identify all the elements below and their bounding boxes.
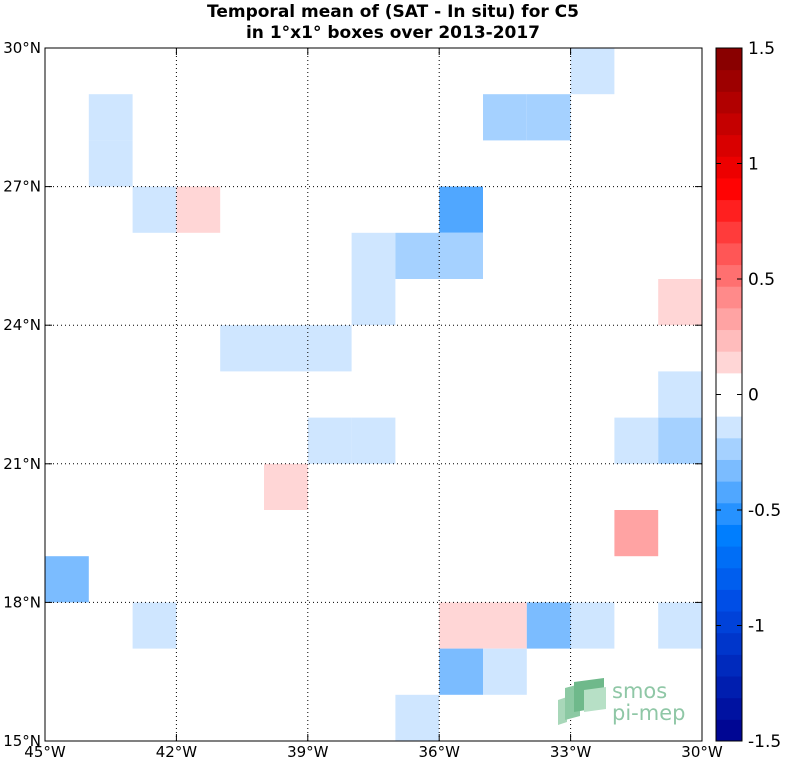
heatmap-cell bbox=[395, 694, 440, 741]
colorbar-level bbox=[716, 697, 742, 720]
colorbar-level bbox=[716, 632, 742, 655]
heatmap-cell bbox=[220, 325, 264, 372]
colorbar-level bbox=[716, 719, 742, 742]
colorbar-level bbox=[716, 676, 742, 699]
heatmap-cell bbox=[483, 94, 527, 141]
colorbar-level bbox=[716, 48, 742, 71]
heatmap-cell bbox=[526, 94, 571, 141]
logo-mark-icon bbox=[558, 678, 606, 725]
x-tick-label: 45°W bbox=[24, 743, 66, 760]
colorbar-tick-label: 1 bbox=[748, 155, 759, 175]
colorbar-level bbox=[716, 437, 742, 460]
colorbar-tick-label: -0.5 bbox=[748, 501, 781, 521]
x-axis: 45°W 42°W 39°W 36°W 33°W 30°W bbox=[24, 48, 723, 760]
colorbar-level bbox=[716, 481, 742, 504]
colorbar-level bbox=[716, 394, 742, 417]
heatmap-cell bbox=[132, 602, 177, 649]
colorbar-level bbox=[716, 416, 742, 439]
colorbar-level bbox=[716, 567, 742, 590]
y-tick-label: 21°N bbox=[3, 455, 41, 473]
x-tick-label: 33°W bbox=[550, 743, 592, 760]
colorbar-level bbox=[716, 242, 742, 266]
heatmap-cell bbox=[483, 602, 527, 649]
colorbar-level bbox=[716, 589, 742, 612]
heatmap-cell bbox=[439, 232, 483, 279]
heatmap-cell bbox=[439, 602, 483, 649]
heatmap-cell bbox=[439, 648, 483, 695]
heatmap-cell bbox=[351, 279, 396, 326]
chart-title-line-1: Temporal mean of (SAT - In situ) for C5 bbox=[207, 2, 579, 22]
heatmap-cell bbox=[570, 48, 615, 95]
heatmap-cell bbox=[307, 417, 352, 464]
colorbar-level bbox=[716, 156, 742, 179]
heatmap-cell bbox=[395, 232, 440, 279]
chart-title-line-2: in 1°x1° boxes over 2013-2017 bbox=[246, 23, 540, 43]
colorbar-tick-label: -1.5 bbox=[748, 732, 781, 752]
colorbar-level bbox=[716, 221, 742, 244]
watermark-line-1: smos bbox=[612, 679, 667, 703]
colorbar-level bbox=[716, 199, 742, 222]
heatmap-cell bbox=[658, 602, 702, 649]
heatmap-cell bbox=[658, 417, 702, 464]
heatmap-cell bbox=[264, 325, 308, 372]
y-axis: 15°N 18°N 21°N 24°N 27°N 30°N bbox=[3, 39, 702, 750]
heatmap-cell bbox=[658, 371, 702, 418]
heatmap-cell bbox=[439, 186, 483, 233]
colorbar-level bbox=[716, 112, 742, 136]
colorbar-level bbox=[716, 69, 742, 92]
heatmap-cell bbox=[614, 510, 659, 557]
colorbar bbox=[716, 48, 742, 742]
x-tick-label: 30°W bbox=[681, 743, 723, 760]
heatmap-cell bbox=[132, 186, 177, 233]
colorbar-level bbox=[716, 91, 742, 114]
colorbar-level bbox=[716, 524, 742, 547]
heatmap-cell bbox=[614, 417, 659, 464]
heatmap-cell bbox=[526, 602, 571, 649]
heatmap-cell bbox=[351, 232, 396, 279]
y-tick-label: 30°N bbox=[3, 39, 41, 57]
heatmap-cell bbox=[307, 325, 352, 372]
colorbar-level bbox=[716, 372, 742, 395]
colorbar-tick-label: -1 bbox=[748, 617, 765, 637]
y-tick-label: 15°N bbox=[3, 732, 41, 750]
y-tick-label: 24°N bbox=[3, 316, 41, 334]
heatmap-cell bbox=[264, 463, 308, 510]
colorbar-level bbox=[716, 546, 742, 569]
x-tick-label: 42°W bbox=[156, 743, 198, 760]
heatmap-cell bbox=[88, 140, 133, 187]
colorbar-ticks: 1.5 1 0.5 0 -0.5 -1 -1.5 bbox=[716, 39, 781, 752]
colorbar-level bbox=[716, 459, 742, 482]
colorbar-level bbox=[716, 351, 742, 374]
colorbar-level bbox=[716, 502, 742, 525]
colorbar-level bbox=[716, 329, 742, 352]
x-tick-label: 36°W bbox=[418, 743, 460, 760]
colorbar-tick-label: 1.5 bbox=[748, 39, 775, 59]
heatmap-cells bbox=[45, 48, 702, 741]
grid-lines bbox=[45, 48, 702, 741]
heatmap-cell bbox=[351, 417, 396, 464]
heatmap-cell bbox=[45, 556, 89, 603]
smos-pi-mep-logo: smos pi-mep bbox=[558, 678, 685, 725]
colorbar-tick-label: 0 bbox=[748, 386, 759, 406]
heatmap-cell bbox=[88, 94, 133, 141]
colorbar-level bbox=[716, 307, 742, 331]
colorbar-tick-label: 0.5 bbox=[748, 270, 775, 290]
y-tick-label: 18°N bbox=[3, 593, 41, 611]
watermark-line-2: pi-mep bbox=[612, 701, 685, 725]
heatmap-cell bbox=[658, 279, 702, 326]
heatmap-cell bbox=[176, 186, 221, 233]
x-tick-label: 39°W bbox=[287, 743, 329, 760]
heatmap-cell bbox=[483, 648, 527, 695]
y-tick-label: 27°N bbox=[3, 178, 41, 196]
colorbar-level bbox=[716, 264, 742, 287]
colorbar-level bbox=[716, 177, 742, 201]
colorbar-level bbox=[716, 286, 742, 309]
plot-frame bbox=[44, 47, 703, 742]
colorbar-level bbox=[716, 611, 742, 634]
heatmap-cell bbox=[570, 602, 615, 649]
colorbar-level bbox=[716, 134, 742, 157]
colorbar-level bbox=[716, 654, 742, 677]
